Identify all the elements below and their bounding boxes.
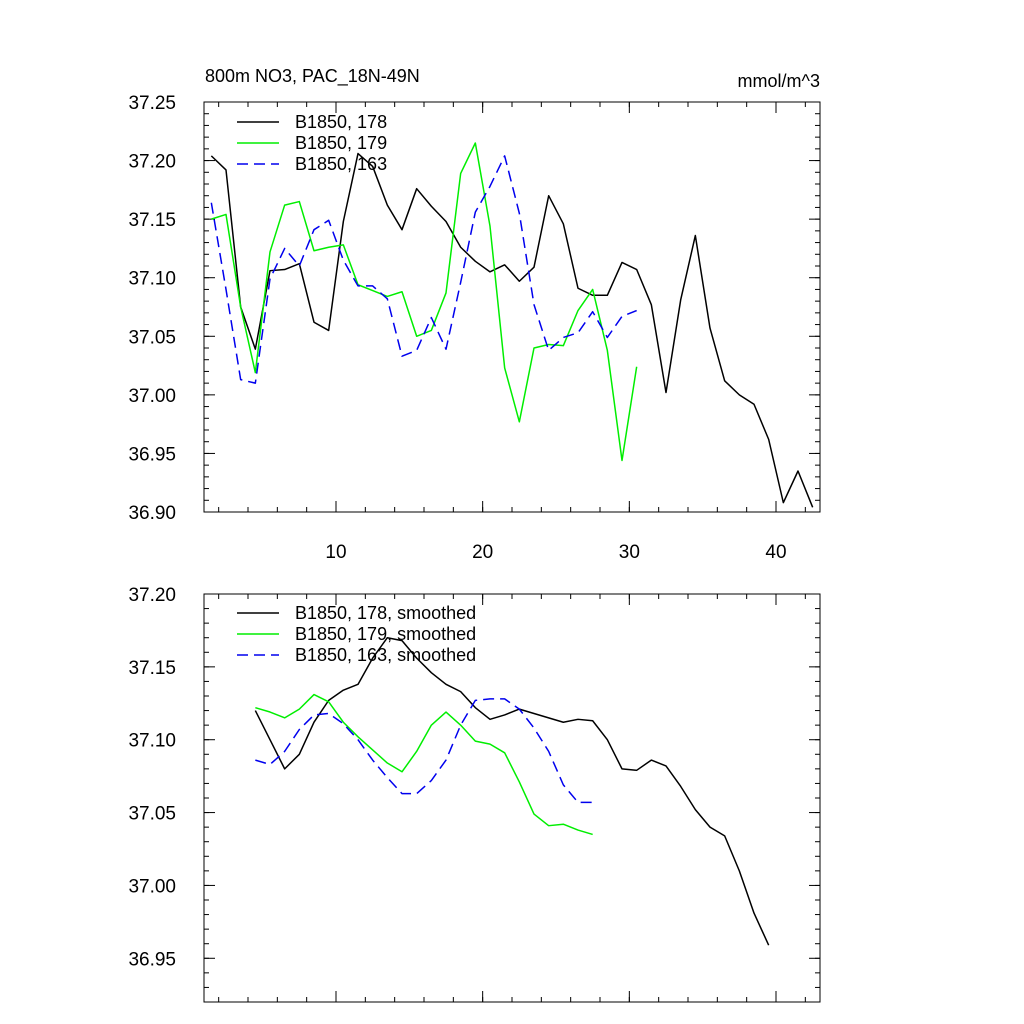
y-tick-label: 37.15: [128, 210, 176, 231]
legend-label: B1850, 178, smoothed: [295, 603, 476, 623]
legend-label: B1850, 163, smoothed: [295, 645, 476, 665]
top-panel-ticks: [204, 101, 820, 513]
top-panel-series: [210, 142, 814, 508]
bottom-panel-ticks: [204, 593, 820, 1003]
y-tick-label: 37.10: [128, 731, 176, 752]
top-panel-frame: [203, 101, 821, 513]
y-tick-label: 36.95: [128, 949, 176, 970]
y-tick-label: 36.90: [128, 503, 176, 524]
x-tick-label: 40: [765, 542, 786, 563]
series-line-0-1: [211, 142, 638, 462]
legend-label: B1850, 163: [295, 154, 387, 174]
legend-label: B1850, 179, smoothed: [295, 624, 476, 644]
bottom-panel: 36.95 37.00 37.05 37.10 37.15 37.20 B1850, 17…: [128, 585, 821, 1003]
y-tick-label: 37.05: [128, 327, 176, 348]
y-tick-label: 37.05: [128, 804, 176, 825]
y-tick-label: 37.20: [128, 585, 176, 606]
series-line-1-2: [255, 698, 593, 804]
bottom-panel-series: [254, 636, 770, 946]
series-line-1-0: [254, 636, 770, 946]
series-line-0-2: [210, 155, 637, 384]
y-tick-label: 36.95: [128, 444, 176, 465]
y-tick-label: 37.20: [128, 152, 176, 173]
legend-label: B1850, 178: [295, 112, 387, 132]
figure-title: 800m NO3, PAC_18N-49N: [205, 66, 420, 87]
top-panel: 36.90 36.95 37.00 37.05 37.10 37.15 37.20 37.25…: [128, 93, 821, 563]
units-label: mmol/m^3: [738, 71, 820, 91]
series-line-0-0: [210, 152, 814, 508]
x-tick-label: 20: [472, 542, 493, 563]
y-tick-label: 37.00: [128, 876, 176, 897]
bottom-panel-tick-labels: 36.95 37.00 37.05 37.10 37.15 37.20: [128, 585, 176, 970]
series-line-1-1: [255, 693, 593, 836]
y-tick-label: 37.00: [128, 386, 176, 407]
bottom-panel-frame: [203, 593, 821, 1003]
x-tick-label: 10: [325, 542, 346, 563]
x-tick-label: 30: [619, 542, 640, 563]
y-tick-label: 37.15: [128, 658, 176, 679]
legend-label: B1850, 179: [295, 133, 387, 153]
y-tick-label: 37.10: [128, 269, 176, 290]
y-tick-label: 37.25: [128, 93, 176, 114]
top-panel-tick-labels: 36.90 36.95 37.00 37.05 37.10 37.15 37.20 37.25…: [128, 93, 786, 563]
